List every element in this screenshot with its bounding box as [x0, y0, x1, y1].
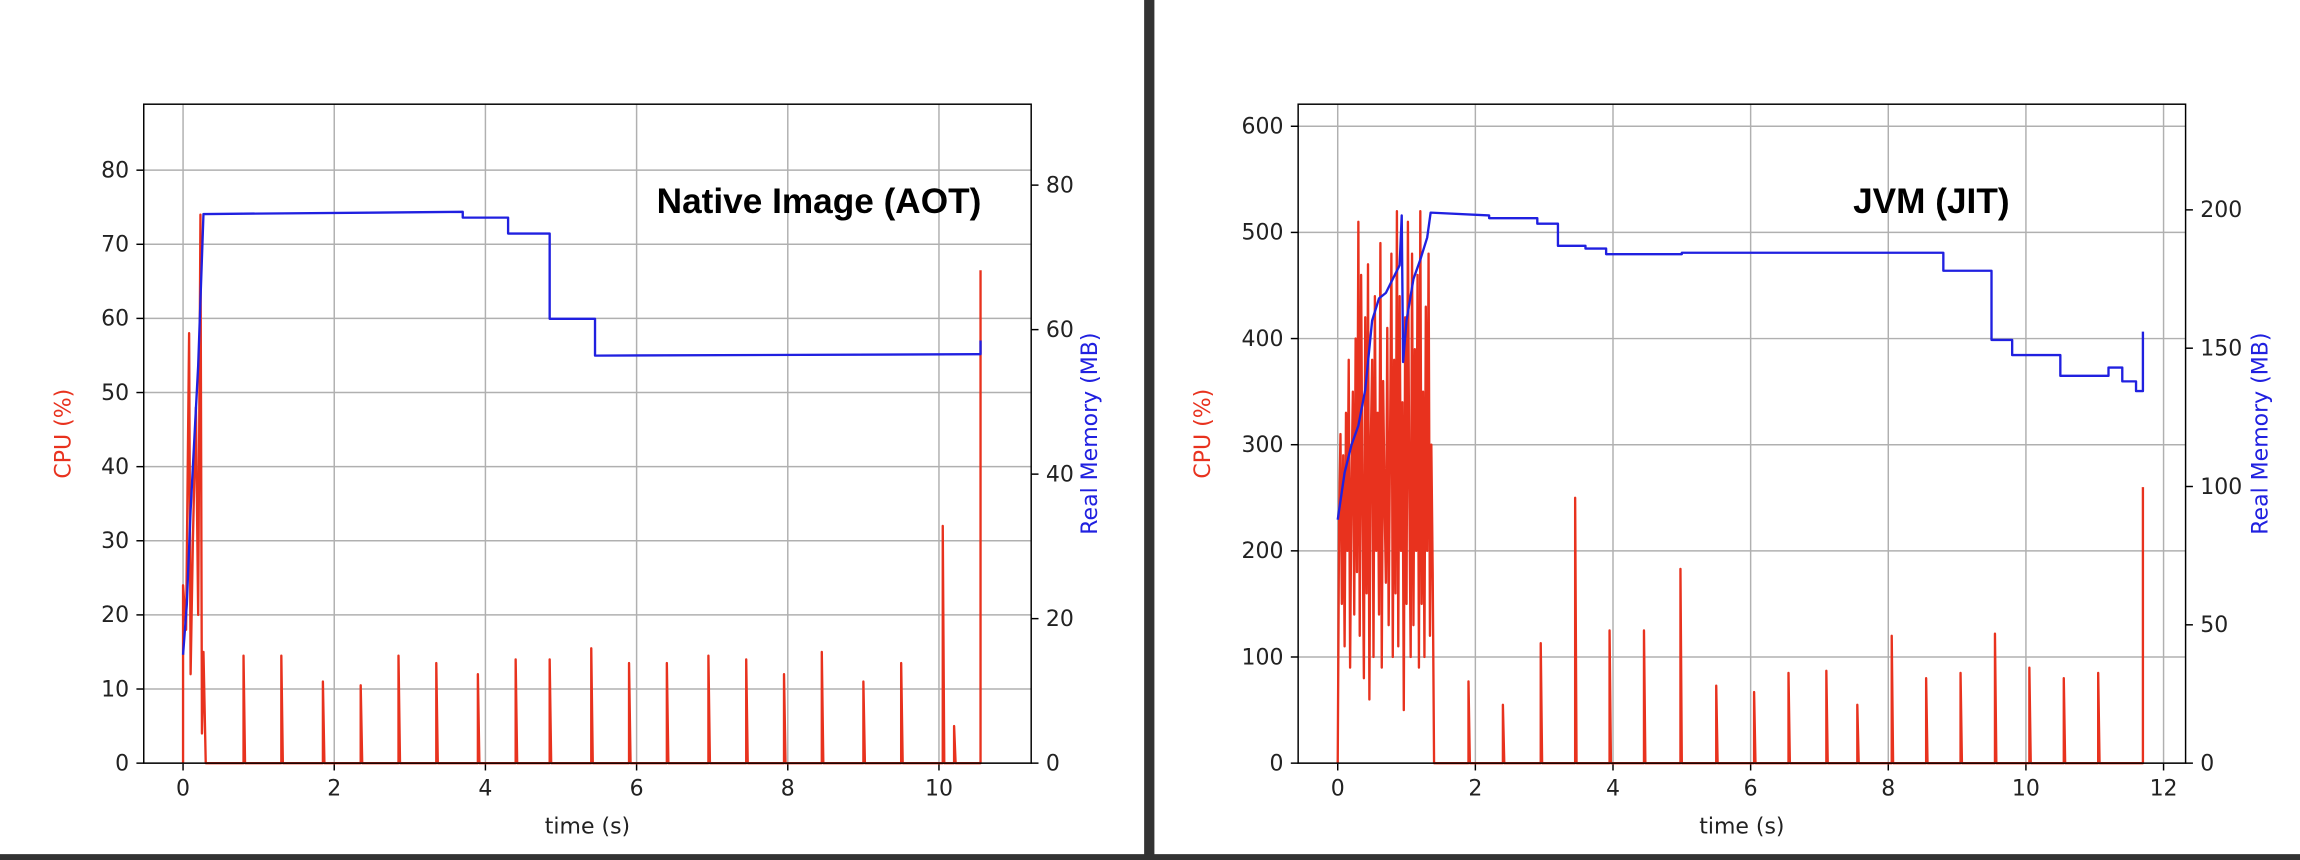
- y2-tick-label: 100: [2200, 475, 2242, 500]
- y-tick-label: 50: [101, 381, 129, 406]
- x-tick-label: 6: [630, 776, 644, 801]
- y2-tick-label: 0: [1046, 751, 1060, 776]
- x-tick-label: 8: [781, 776, 795, 801]
- plot-frame: [143, 103, 1032, 764]
- y2-tick-label: 50: [2200, 613, 2228, 638]
- data-line: [181, 213, 982, 765]
- annotation: Native Image (AOT): [657, 182, 982, 221]
- y-tick-label: 0: [1269, 751, 1283, 776]
- y-tick-label: 60: [101, 307, 129, 332]
- y2-tick-label: 60: [1046, 318, 1074, 343]
- x-axis-label: time (s): [545, 815, 630, 840]
- y-tick-label: 400: [1241, 327, 1283, 352]
- data-line: [1336, 210, 2145, 765]
- y2-axis-label: Real Memory (MB): [2249, 333, 2274, 535]
- y-axis-label: CPU (%): [51, 389, 76, 479]
- bottom-edge: [0, 854, 2300, 860]
- y-tick-label: 70: [101, 233, 129, 258]
- y2-tick-label: 200: [2200, 198, 2242, 223]
- data-line: [181, 210, 982, 655]
- y-tick-label: 100: [1241, 645, 1283, 670]
- annotation: JVM (JIT): [1853, 182, 2009, 221]
- divider: [1144, 0, 1155, 860]
- y-tick-label: 200: [1241, 539, 1283, 564]
- y-tick-label: 500: [1241, 221, 1283, 246]
- y-tick-label: 30: [101, 529, 129, 554]
- plot-frame: [1297, 103, 2187, 764]
- x-tick-label: 4: [478, 776, 492, 801]
- x-axis-label: time (s): [1699, 815, 1784, 840]
- x-tick-label: 12: [2150, 776, 2178, 801]
- y2-tick-label: 150: [2200, 337, 2242, 362]
- y-tick-label: 40: [101, 455, 129, 480]
- x-tick-label: 10: [925, 776, 953, 801]
- x-tick-label: 0: [176, 776, 190, 801]
- y-tick-label: 300: [1241, 433, 1283, 458]
- y-tick-label: 0: [115, 751, 129, 776]
- y-tick-label: 10: [101, 677, 129, 702]
- x-tick-label: 10: [2012, 776, 2040, 801]
- data-line: [1336, 211, 2145, 520]
- x-tick-label: 0: [1331, 776, 1345, 801]
- y2-tick-label: 80: [1046, 173, 1074, 198]
- x-tick-label: 6: [1744, 776, 1758, 801]
- y-tick-label: 80: [101, 158, 129, 183]
- x-tick-label: 8: [1881, 776, 1895, 801]
- y2-tick-label: 0: [2200, 751, 2214, 776]
- x-tick-label: 2: [1468, 776, 1482, 801]
- y2-tick-label: 40: [1046, 462, 1074, 487]
- y2-tick-label: 20: [1046, 607, 1074, 632]
- y-axis-label: CPU (%): [1191, 389, 1216, 479]
- x-tick-label: 2: [327, 776, 341, 801]
- y2-axis-label: Real Memory (MB): [1078, 333, 1103, 535]
- y-tick-label: 20: [101, 603, 129, 628]
- y-tick-label: 600: [1241, 115, 1283, 140]
- x-tick-label: 4: [1606, 776, 1620, 801]
